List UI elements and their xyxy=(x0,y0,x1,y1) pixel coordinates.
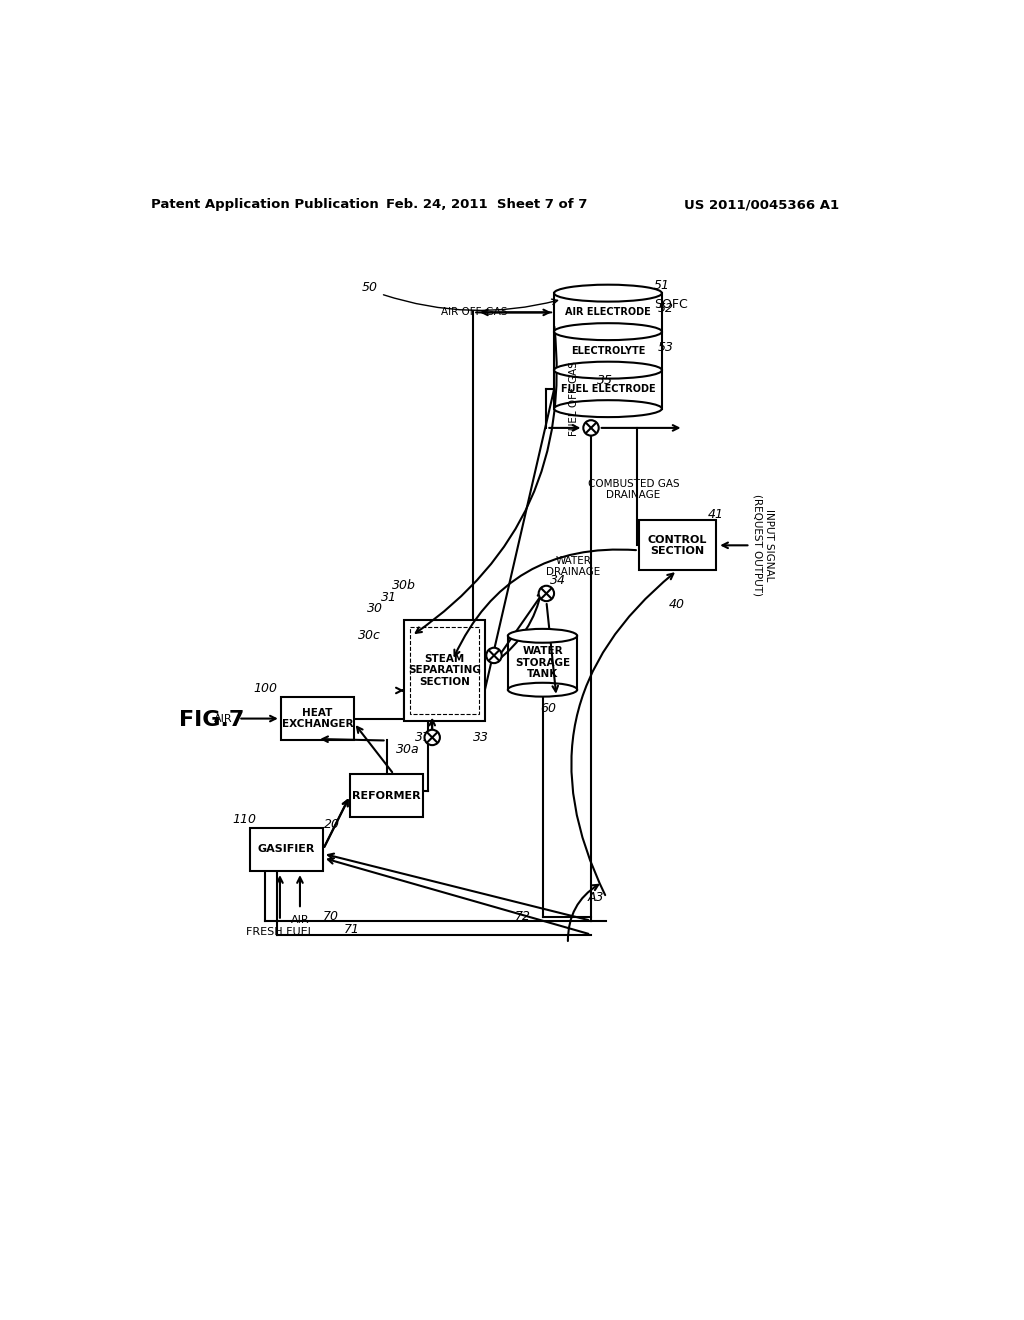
Circle shape xyxy=(486,648,502,663)
Text: WATER
DRAINAGE: WATER DRAINAGE xyxy=(546,556,600,577)
Bar xyxy=(250,829,323,871)
Bar xyxy=(639,520,716,570)
Text: 30a: 30a xyxy=(396,743,420,756)
Ellipse shape xyxy=(554,323,662,341)
Text: 31: 31 xyxy=(381,591,396,603)
Text: 30b: 30b xyxy=(392,579,416,593)
Bar xyxy=(281,697,354,739)
Text: 33: 33 xyxy=(473,731,488,744)
Text: FIG.7: FIG.7 xyxy=(179,710,244,730)
Text: 53: 53 xyxy=(657,341,674,354)
Text: 41: 41 xyxy=(708,508,724,520)
Text: INPUT SIGNAL
(REQUEST OUTPUT): INPUT SIGNAL (REQUEST OUTPUT) xyxy=(753,494,774,597)
Bar xyxy=(508,636,578,689)
Text: 20: 20 xyxy=(325,818,340,832)
Text: WATER
STORAGE
TANK: WATER STORAGE TANK xyxy=(515,647,570,680)
Text: HEAT
EXCHANGER: HEAT EXCHANGER xyxy=(282,708,353,730)
Ellipse shape xyxy=(508,682,578,697)
Circle shape xyxy=(539,586,554,601)
Text: STEAM
SEPARATING
SECTION: STEAM SEPARATING SECTION xyxy=(408,653,481,686)
Circle shape xyxy=(584,420,599,436)
Text: SOFC: SOFC xyxy=(654,298,688,312)
Text: 34: 34 xyxy=(550,574,566,587)
Circle shape xyxy=(425,730,440,744)
Text: CONTROL
SECTION: CONTROL SECTION xyxy=(647,535,707,556)
Ellipse shape xyxy=(508,628,578,643)
Text: 30c: 30c xyxy=(357,630,381,643)
Bar xyxy=(554,331,662,370)
Text: Patent Application Publication: Patent Application Publication xyxy=(152,198,379,211)
Text: COMBUSTED GAS
DRAINAGE: COMBUSTED GAS DRAINAGE xyxy=(588,479,679,500)
Text: 30: 30 xyxy=(368,602,383,615)
Bar xyxy=(554,293,662,331)
Text: GASIFIER: GASIFIER xyxy=(258,845,315,854)
Text: FRESH FUEL: FRESH FUEL xyxy=(246,927,314,937)
Text: 70: 70 xyxy=(323,911,339,924)
Text: 71: 71 xyxy=(344,924,360,936)
Text: 35: 35 xyxy=(597,374,613,387)
Text: 40: 40 xyxy=(670,598,685,611)
Ellipse shape xyxy=(554,400,662,417)
Text: 100: 100 xyxy=(253,681,278,694)
Text: 52: 52 xyxy=(657,302,674,315)
Text: 51: 51 xyxy=(654,279,670,292)
Text: ELECTROLYTE: ELECTROLYTE xyxy=(570,346,645,356)
Text: 110: 110 xyxy=(232,813,257,825)
Bar xyxy=(403,620,484,721)
Text: REFORMER: REFORMER xyxy=(352,791,421,800)
Bar xyxy=(350,775,423,817)
Ellipse shape xyxy=(554,285,662,302)
Text: Feb. 24, 2011  Sheet 7 of 7: Feb. 24, 2011 Sheet 7 of 7 xyxy=(386,198,587,211)
Text: 50: 50 xyxy=(361,281,377,294)
Text: FUEL OFF-GAS: FUEL OFF-GAS xyxy=(569,362,580,436)
Text: AIR ELECTRODE: AIR ELECTRODE xyxy=(565,308,651,317)
Text: US 2011/0045366 A1: US 2011/0045366 A1 xyxy=(684,198,840,211)
Text: AIR OFF-GAS: AIR OFF-GAS xyxy=(441,308,508,317)
Text: 37: 37 xyxy=(415,731,431,744)
Text: 72: 72 xyxy=(515,911,531,924)
Text: 60: 60 xyxy=(541,702,557,715)
Text: AIR: AIR xyxy=(291,915,309,925)
Text: AIR: AIR xyxy=(214,714,233,723)
Bar xyxy=(410,627,478,714)
Text: A3: A3 xyxy=(588,891,604,904)
Text: FUEL ELECTRODE: FUEL ELECTRODE xyxy=(561,384,655,395)
Ellipse shape xyxy=(554,362,662,379)
Bar xyxy=(554,370,662,409)
